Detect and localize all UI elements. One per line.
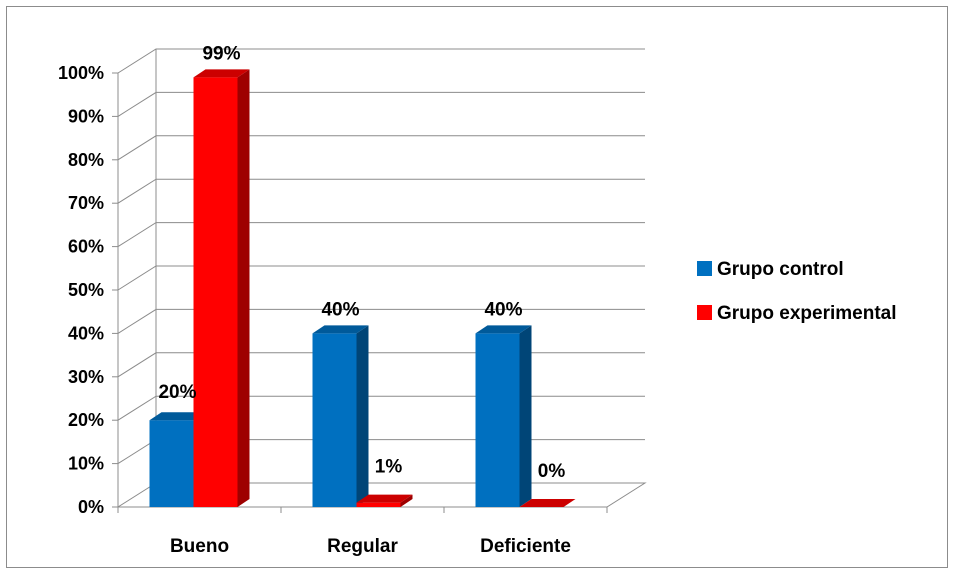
y-tick-label: 50% <box>68 280 104 300</box>
y-tick-label: 10% <box>68 454 104 474</box>
bar-top <box>149 412 206 421</box>
bar-side <box>356 325 369 507</box>
data-label: 40% <box>484 299 522 320</box>
data-label: 20% <box>158 382 196 403</box>
y-tick-label: 100% <box>58 63 104 83</box>
x-category-labels: Bueno Regular Deficiente <box>170 536 571 557</box>
y-tick-label: 20% <box>68 410 104 430</box>
bar-top <box>356 494 413 503</box>
bar <box>356 494 413 507</box>
legend-label: Grupo control <box>717 259 844 280</box>
gridline <box>117 135 645 161</box>
legend-label: Grupo experimental <box>717 303 897 324</box>
bar-top <box>519 499 576 507</box>
y-tick-label: 70% <box>68 193 104 213</box>
bar-top <box>193 69 250 78</box>
y-tick-label: 40% <box>68 323 104 343</box>
data-label: 0% <box>538 461 566 482</box>
y-tick-label: 80% <box>68 150 104 170</box>
legend-swatch <box>697 261 712 276</box>
x-category-label: Deficiente <box>480 536 571 557</box>
gridline <box>117 178 645 204</box>
bar-front <box>193 77 238 507</box>
bar <box>312 325 369 507</box>
data-label: 40% <box>321 299 359 320</box>
bar-top <box>312 325 369 334</box>
bar-chart: 0% 10% 20% 30% 40% 50% 60% 70% 80% 90% 100% Bueno R… <box>58 43 897 557</box>
y-tick-label: 90% <box>68 106 104 126</box>
gridline <box>117 91 645 117</box>
bar <box>475 325 532 507</box>
bar-side <box>400 494 413 507</box>
bar-side <box>519 325 532 507</box>
data-label: 1% <box>375 457 403 478</box>
x-category-label: Bueno <box>170 536 229 557</box>
data-label: 99% <box>202 43 240 64</box>
bar-front <box>356 502 401 507</box>
gridline <box>117 222 645 248</box>
gridline <box>117 48 645 74</box>
y-tick-label: 30% <box>68 367 104 387</box>
y-tick-labels: 0% 10% 20% 30% 40% 50% 60% 70% 80% 90% 100% <box>58 63 104 517</box>
bar-front <box>475 333 520 507</box>
gridlines <box>117 48 645 465</box>
chart-frame: 0% 10% 20% 30% 40% 50% 60% 70% 80% 90% 100% Bueno R… <box>6 6 948 568</box>
y-tick-label: 60% <box>68 237 104 257</box>
gridline <box>117 308 645 334</box>
x-category-label: Regular <box>327 536 398 557</box>
gridline <box>117 265 645 291</box>
bar <box>519 499 576 507</box>
bar-top <box>475 325 532 334</box>
bars <box>149 69 576 507</box>
bar-front <box>149 420 194 507</box>
legend: Grupo control Grupo experimental <box>697 259 897 324</box>
bar-side <box>237 69 250 507</box>
bar <box>193 69 250 507</box>
legend-swatch <box>697 305 712 320</box>
y-tick-label: 0% <box>78 497 104 517</box>
data-labels: 20% 99% 40% 1% 40% 0% <box>158 43 565 482</box>
bar-front <box>312 333 357 507</box>
